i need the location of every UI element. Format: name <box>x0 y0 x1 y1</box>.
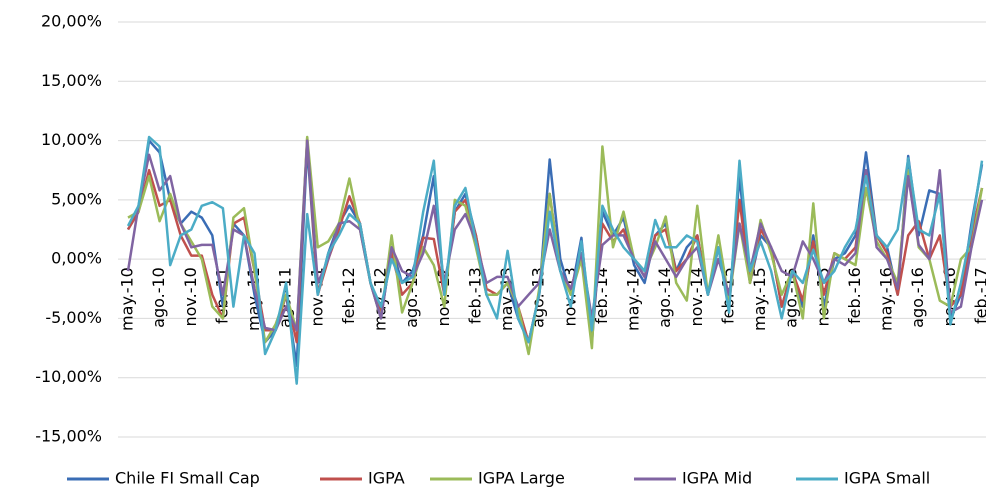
x-tick-label: ago.-14 <box>655 267 674 328</box>
x-tick-label: feb.-12 <box>339 267 358 324</box>
legend-item: IGPA Small <box>796 469 930 488</box>
x-tick-label: ago.-12 <box>402 267 421 328</box>
legend-item: IGPA Mid <box>634 469 752 488</box>
x-tick-label: feb.-13 <box>465 267 484 324</box>
legend-item: IGPA Large <box>430 469 565 488</box>
x-tick-label: feb.-17 <box>972 267 986 324</box>
x-tick-label: nov.-14 <box>687 267 706 326</box>
y-tick-label: -5,00% <box>45 308 102 327</box>
series-line <box>126 135 984 385</box>
legend-item: IGPA <box>320 469 405 488</box>
legend-label: IGPA Large <box>478 469 565 488</box>
y-tick-label: -15,00% <box>35 427 102 446</box>
x-tick-label: may.-10 <box>118 267 137 331</box>
y-tick-label: 0,00% <box>51 249 102 268</box>
x-tick-label: may.-16 <box>877 267 896 331</box>
x-tick-label: ago.-10 <box>149 267 168 328</box>
y-tick-label: -10,00% <box>35 367 102 386</box>
x-tick-label: nov.-10 <box>181 267 200 326</box>
legend-label: IGPA <box>368 469 405 488</box>
legend-item: Chile FI Small Cap <box>67 469 260 488</box>
y-tick-label: 20,00% <box>41 12 102 31</box>
x-tick-label: ago.-16 <box>908 267 927 328</box>
legend-label: IGPA Mid <box>682 469 752 488</box>
y-tick-label: 10,00% <box>41 130 102 149</box>
x-tick-label: may.-15 <box>750 267 769 331</box>
legend-label: IGPA Small <box>844 469 930 488</box>
y-tick-label: 15,00% <box>41 71 102 90</box>
x-tick-label: feb.-16 <box>845 267 864 324</box>
legend-label: Chile FI Small Cap <box>115 469 260 488</box>
y-tick-label: 5,00% <box>51 189 102 208</box>
x-tick-label: may.-14 <box>624 267 643 331</box>
